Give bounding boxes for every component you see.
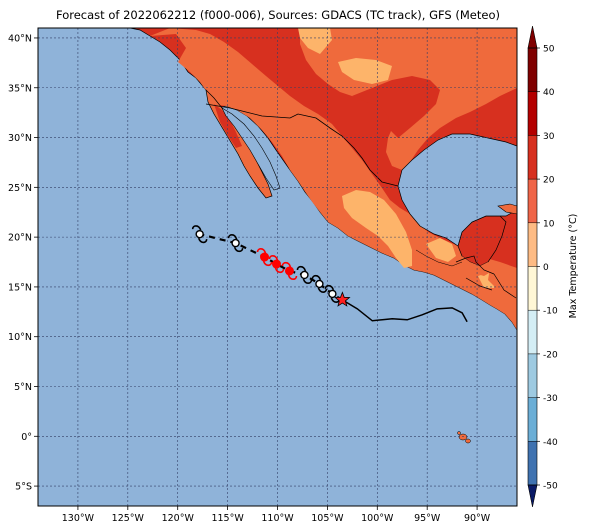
colorbar-tick-label: 0 (543, 263, 549, 273)
colorbar-top-extension (527, 25, 538, 49)
map-title: Forecast of 2022062212 (f000-006), Sourc… (56, 8, 500, 22)
y-tick-label: 5°S (15, 482, 32, 493)
gulf-of-california (221, 107, 281, 191)
x-tick-label: 90°W (464, 513, 491, 524)
cyclone-track (191, 225, 468, 323)
cyclone-hurricane-icon (268, 254, 285, 274)
colorbar-label: Max Temperature (°C) (568, 214, 579, 319)
gulf-of-mexico (397, 133, 517, 247)
cyclone-storm-icon (296, 265, 313, 285)
colorbar-band (528, 48, 537, 92)
past-track-line (341, 299, 468, 323)
colorbar-tick-label: -10 (543, 307, 558, 317)
cyclone-storm-icon (227, 234, 244, 253)
colorbar-tick-label: -40 (543, 438, 558, 448)
y-tick-label: 40°N (8, 33, 32, 44)
colorbar-tick-label: 40 (543, 88, 555, 98)
y-tick-label: 25°N (8, 183, 32, 194)
land-mass (129, 28, 517, 331)
colorbar-band (528, 135, 537, 180)
colorbar-band (528, 441, 537, 486)
cyclone-hurricane-icon (256, 248, 273, 267)
cuba (497, 203, 517, 215)
y-axis: 40°N 35°N 30°N 25°N 20°N 15°N 10°N 5°N 0° 5°S (8, 33, 38, 493)
colorbar-tick-label: -50 (543, 482, 558, 492)
x-tick-label: 125°W (112, 513, 145, 524)
y-tick-label: 5°N (14, 382, 32, 393)
colorbar-tick-label: 10 (543, 219, 555, 229)
x-tick-label: 100°W (361, 513, 394, 524)
colorbar-band (528, 91, 537, 136)
x-tick-label: 130°W (62, 513, 95, 524)
colorbar-tick-label: -30 (543, 394, 558, 404)
x-axis: 130°W 125°W 120°W 115°W 110°W 105°W 100°W 95°W 9… (62, 506, 491, 524)
colorbar-band (528, 179, 537, 224)
colorbar-band (528, 397, 537, 442)
country-border (205, 103, 399, 187)
y-tick-label: 30°N (8, 133, 32, 144)
colorbar-band (528, 353, 537, 398)
x-tick-label: 120°W (162, 513, 195, 524)
x-tick-label: 95°W (414, 513, 441, 524)
state-border (415, 249, 463, 267)
colorbar-tick-label: 20 (543, 176, 555, 186)
cyclone-storm-icon (311, 274, 328, 293)
colorbar-tick-label: -20 (543, 350, 558, 360)
x-tick-label: 115°W (211, 513, 244, 524)
galapagos-islands (457, 431, 471, 444)
y-tick-label: 15°N (8, 282, 32, 293)
colorbar-band (528, 266, 537, 311)
colorbar: 50 40 30 20 10 0 -10 -20 -30 -40 -50 Max Temperatu… (527, 25, 579, 508)
colorbar-band (528, 310, 537, 355)
country-border (455, 255, 517, 299)
colorbar-bottom-extension (527, 484, 538, 508)
y-tick-label: 35°N (8, 83, 32, 94)
cyclone-hurricane-icon (281, 261, 298, 281)
x-tick-label: 110°W (261, 513, 294, 524)
y-tick-label: 10°N (8, 332, 32, 343)
x-tick-label: 105°W (311, 513, 344, 524)
colorbar-band (528, 222, 537, 267)
y-tick-label: 0° (21, 432, 32, 443)
colorbar-tick-label: 30 (543, 132, 555, 142)
y-tick-label: 20°N (8, 233, 32, 244)
cyclone-storm-icon (191, 225, 208, 244)
colorbar-tick-label: 50 (543, 45, 555, 55)
current-position-star-icon (334, 291, 351, 307)
